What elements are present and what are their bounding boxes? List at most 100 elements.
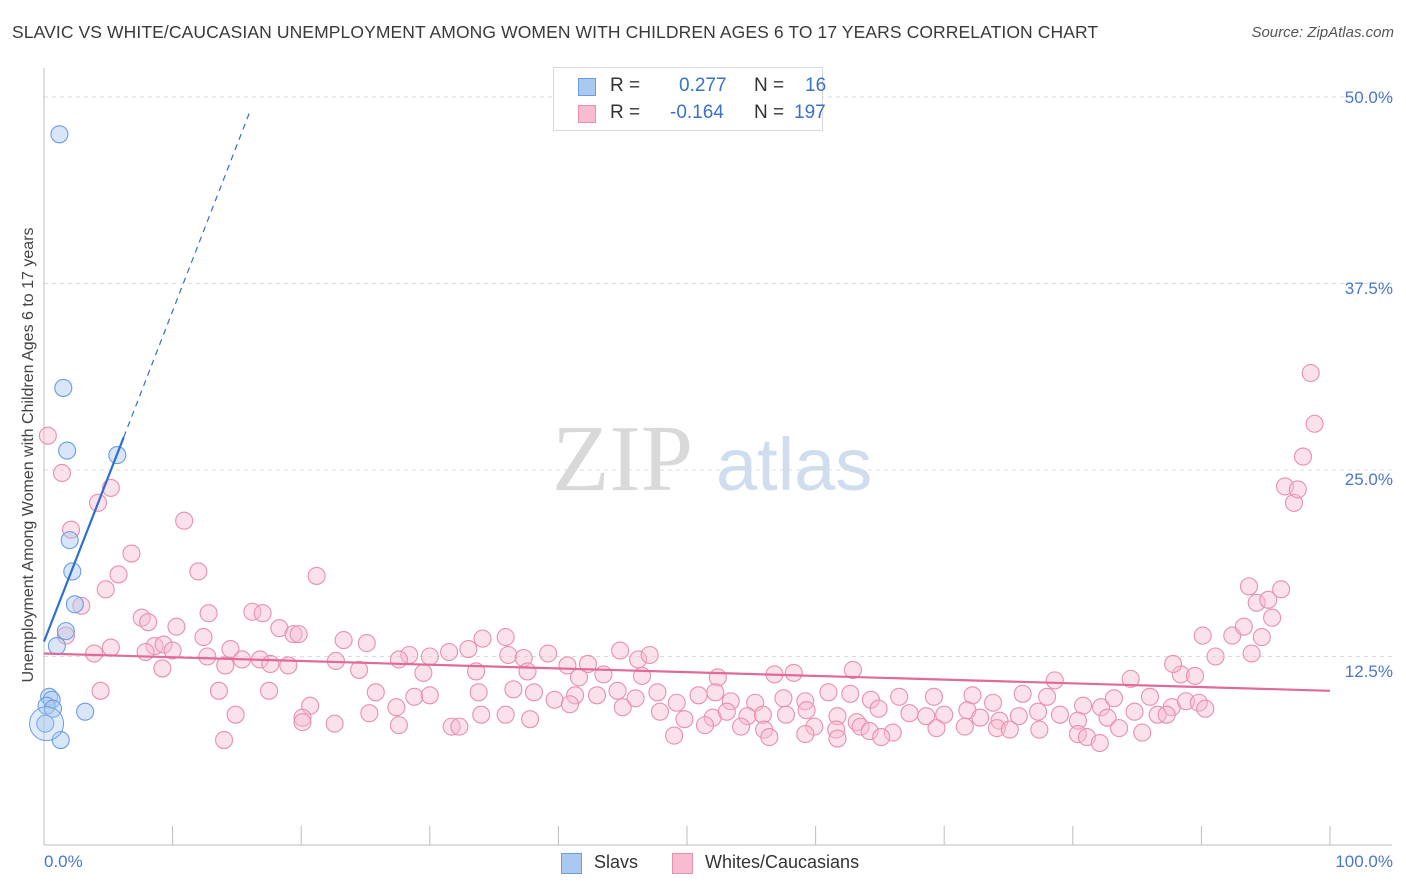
slavs-point [54,378,73,397]
whites-point [139,613,158,632]
whites-point [52,463,72,483]
whites-point [1171,665,1190,684]
whites-point [360,704,379,723]
whites-point [496,628,515,647]
whites-point [1104,689,1124,708]
whites-point [293,708,312,727]
whites-point [122,544,141,563]
whites-point [524,683,544,702]
whites-point [650,702,670,721]
whites-point [784,663,803,682]
whites-point [1000,720,1019,739]
whites-point [1164,654,1183,674]
whites-points [38,363,1324,753]
whites-point [198,647,217,666]
whites-point [194,628,213,647]
whites-point [917,707,936,726]
whites-point [325,714,344,733]
whites-point [805,717,824,736]
whites-point [1288,480,1307,499]
watermark-zip: ZIP [552,407,693,511]
whites-point [389,650,408,669]
whites-point [1110,719,1129,738]
whites-point [209,681,228,700]
whites-point [153,659,172,678]
whites-point [828,729,847,748]
whites-point [499,645,518,665]
whites-point [760,728,779,747]
y-tick-label-50: 50.0% [1344,88,1393,107]
whites-point [459,639,478,659]
whites-point [545,690,564,709]
whites-point [900,704,919,723]
whites-point [721,692,740,711]
whites-point [539,644,558,663]
whites-point [1038,687,1057,706]
whites-point [293,713,312,732]
whites-point [640,645,659,665]
whites-point [1305,414,1324,433]
legend-swatch-whites [672,853,693,874]
whites-point [154,635,173,654]
whites-point [851,717,870,736]
whites-point [1284,493,1304,512]
whites-point [469,683,488,702]
whites-point [334,631,353,650]
whites-point [472,705,491,724]
trend-lines [42,111,1331,692]
whites-point [307,566,326,585]
r-label: R = [610,75,641,96]
whites-point [1009,707,1028,726]
stats-box: R = 0.277 N = 16 R = -0.164 N = 197 [553,67,826,131]
whites-point [1206,647,1225,666]
whites-point [706,683,725,702]
whites-point [91,681,110,700]
whites-point [753,705,772,724]
whites-point [1272,580,1291,599]
whites-point [387,698,406,717]
whites-point [216,656,235,675]
x-tick-label-100: 100.0% [1335,852,1393,871]
whites-point [1013,684,1032,703]
whites-point [587,686,607,705]
whites-point [221,639,240,659]
whites-point [797,701,816,720]
whites-point [389,716,408,735]
whites-point [1140,687,1160,706]
whites-point [695,716,715,735]
whites-point [259,681,279,700]
whites-point [843,660,862,679]
slavs-point [36,714,55,733]
whites-point [1293,447,1313,466]
whites-point [56,626,75,645]
whites-trend-line [43,652,1331,692]
r-value: -0.164 [670,102,724,123]
slavs-point [76,702,95,721]
slavs-trend-extension [123,111,251,438]
whites-point [1092,698,1111,717]
slavs-swatch [578,78,596,96]
source-credit: Source: ZipAtlas.com [1251,24,1394,41]
whites-point [450,717,469,736]
whites-point [1247,593,1266,612]
whites-point [566,686,585,705]
whites-point [167,617,186,636]
whites-point [1157,705,1176,724]
whites-point [731,717,751,736]
whites-point [708,668,727,687]
whites-point [38,426,57,445]
whites-point [1196,699,1215,718]
chart-title: SLAVIC VS WHITE/CAUCASIAN UNEMPLOYMENT A… [12,22,1099,42]
whites-point [569,668,589,687]
y-tick-label-37-5: 37.5% [1344,279,1393,298]
whites-point [1125,702,1144,721]
whites-swatch [578,105,596,123]
whites-point [841,684,860,703]
x-tick-label-0: 0.0% [44,852,83,871]
whites-point [890,687,909,706]
whites-point [366,683,385,702]
slavs-point [56,622,75,641]
whites-point [1193,626,1212,645]
whites-point [924,687,943,706]
whites-point [109,565,128,584]
